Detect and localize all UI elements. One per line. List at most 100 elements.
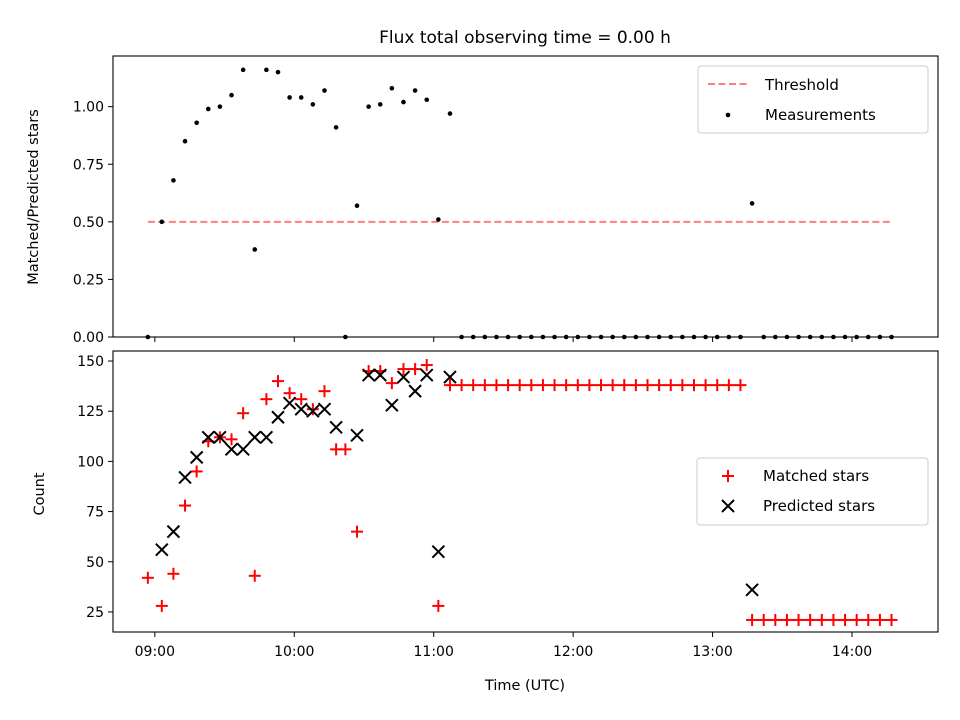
- x-tick-label: 10:00: [274, 644, 314, 660]
- legend-threshold-label: Threshold: [764, 76, 839, 94]
- predicted-star-point: [396, 370, 411, 384]
- matched-star-point: [536, 379, 549, 392]
- top-legend-box: [697, 65, 929, 134]
- matched-star-point: [606, 379, 619, 392]
- matched-star-point: [839, 613, 852, 626]
- matched-star-point: [248, 569, 261, 582]
- matched-star-point: [141, 571, 154, 584]
- measurement-point: [240, 67, 246, 73]
- predicted-star-point: [420, 368, 434, 382]
- measurement-point: [159, 219, 165, 225]
- matched-star-point: [420, 359, 433, 372]
- legend-predicted-marker: [721, 499, 735, 513]
- matched-star-point: [179, 499, 192, 512]
- top-y-tick-label: 0.50: [73, 215, 104, 231]
- predicted-star-point: [248, 430, 262, 445]
- x-tick-label: 14:00: [832, 644, 872, 660]
- matched-star-point: [722, 379, 735, 392]
- bottom-panel: 25 50 75 100 125 150 09:00 10:00 11:00 12:00 13:0…: [32, 350, 939, 694]
- predicted-star-point: [155, 543, 169, 557]
- matched-star-point: [155, 599, 168, 612]
- matched-star-point: [885, 613, 898, 626]
- predicted-star-point: [201, 430, 215, 445]
- matched-star-point: [351, 525, 364, 538]
- measurement-point: [389, 85, 395, 91]
- matched-star-point: [653, 379, 666, 392]
- measurement-point: [749, 201, 755, 206]
- matched-star-point: [862, 613, 875, 626]
- matched-star-point: [850, 613, 863, 626]
- matched-star-point: [260, 393, 273, 406]
- predicted-star-point: [306, 404, 320, 418]
- matched-star-point: [746, 613, 759, 626]
- matched-star-point: [502, 379, 515, 392]
- top-y-tick-label: 1.00: [73, 100, 104, 116]
- matched-star-point: [283, 387, 296, 400]
- matched-star-point: [272, 375, 284, 388]
- matched-star-point: [560, 379, 573, 392]
- matched-star-point: [385, 377, 398, 390]
- top-y-axis-label: Matched/Predicted stars: [26, 109, 42, 285]
- bottom-y-tick-label: 75: [86, 505, 104, 521]
- measurement-point: [194, 120, 199, 126]
- matched-star-point: [490, 379, 503, 392]
- predicted-star-point: [271, 410, 285, 424]
- x-axis: 09:00 10:00 11:00 12:00 13:00 14:00: [135, 632, 872, 660]
- matched-star-point: [804, 613, 817, 626]
- matched-star-point: [780, 613, 793, 626]
- top-axes-frame: [112, 55, 939, 338]
- measurement-point: [171, 178, 176, 183]
- matched-star-point: [711, 379, 724, 392]
- top-panel: Flux total observing time = 0.00 h 0.000…: [26, 28, 939, 346]
- x-axis-label: Time (UTC): [484, 678, 565, 694]
- measurement-point: [322, 88, 327, 93]
- bottom-plot-area: [141, 359, 898, 626]
- matched-star-point: [467, 379, 480, 392]
- predicted-star-point: [431, 545, 446, 559]
- top-plot-area: [145, 67, 894, 340]
- legend-matched-marker: [722, 470, 734, 482]
- predicted-star-point: [282, 396, 297, 410]
- predicted-star-point: [294, 402, 308, 416]
- predicted-star-point: [224, 442, 239, 457]
- matched-star-point: [769, 613, 782, 626]
- x-tick-label: 13:00: [692, 644, 732, 660]
- predicted-star-point: [189, 450, 204, 465]
- measurement-point: [252, 247, 258, 252]
- predicted-star-point: [166, 524, 181, 539]
- measurement-point: [401, 99, 406, 105]
- matched-star-point: [629, 379, 642, 392]
- legend-matched-label: Matched stars: [763, 467, 869, 485]
- top-y-axis: 0.00 0.25 0.50 0.75 1.00: [73, 100, 113, 346]
- bottom-y-tick-label: 50: [86, 555, 104, 571]
- top-y-tick-label: 0.25: [73, 272, 104, 288]
- bottom-axes-frame: [112, 350, 939, 633]
- predicted-star-point: [745, 583, 759, 597]
- bottom-legend-box: [696, 457, 929, 526]
- matched-star-point: [757, 613, 770, 626]
- matched-star-point: [734, 379, 747, 392]
- legend-predicted-label: Predicted stars: [763, 497, 875, 515]
- bottom-y-tick-label: 150: [77, 354, 104, 370]
- matched-star-point: [443, 379, 456, 392]
- matched-star-point: [548, 379, 561, 392]
- predicted-star-point: [213, 430, 227, 445]
- predicted-star-point: [361, 368, 376, 382]
- legend-measurements-label: Measurements: [765, 106, 876, 124]
- measurement-point: [217, 104, 223, 109]
- measurement-point: [366, 104, 371, 109]
- matched-star-point: [339, 443, 352, 456]
- matched-star-point: [513, 379, 526, 392]
- measurement-point: [424, 97, 430, 103]
- measurement-point: [412, 88, 418, 93]
- matched-star-point: [618, 379, 631, 392]
- matched-star-point: [295, 393, 308, 406]
- matched-star-point: [699, 379, 712, 392]
- legend-measurements-marker: [725, 112, 731, 118]
- bottom-y-tick-label: 125: [77, 404, 104, 420]
- chart-title: Flux total observing time = 0.00 h: [379, 28, 671, 48]
- measurement-point: [377, 102, 383, 107]
- predicted-star-point: [443, 370, 457, 384]
- matched-star-point: [641, 379, 654, 392]
- predicted-star-point: [373, 368, 387, 382]
